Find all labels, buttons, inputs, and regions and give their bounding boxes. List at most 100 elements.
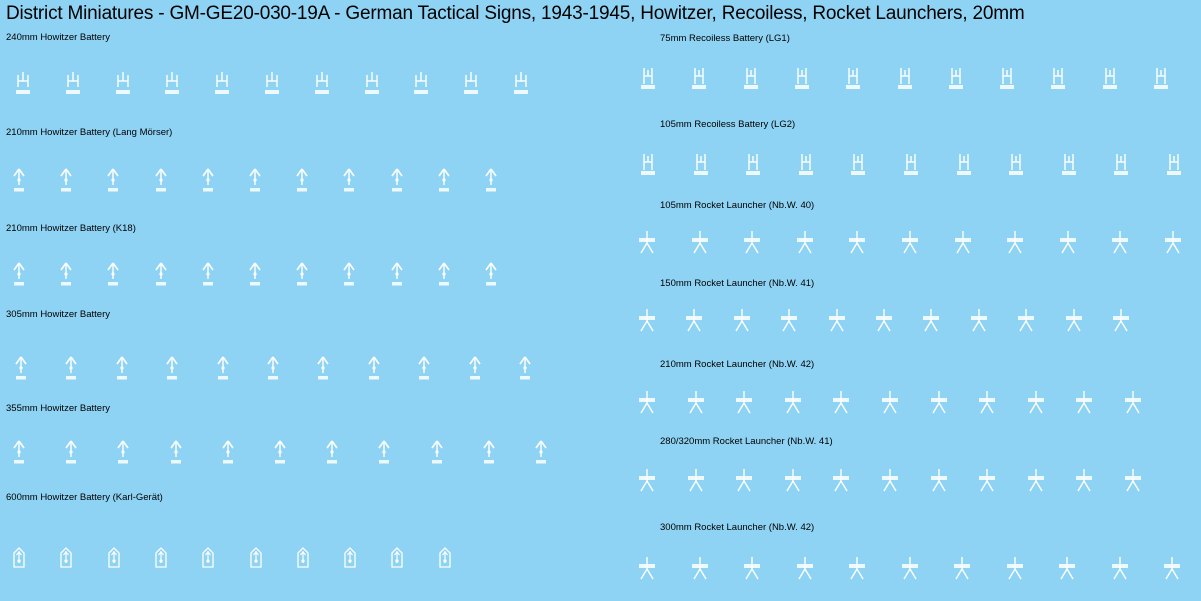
recoilless-h-icon: [793, 66, 811, 96]
arrow-up-icon: [340, 261, 358, 291]
arrow-up-icon: [199, 167, 217, 197]
shield-arrow-icon: [57, 545, 75, 575]
arrow-up-icon: [167, 439, 185, 469]
sign-row-210mm-howitzer-k18: [0, 261, 560, 291]
arrow-up-icon: [62, 439, 80, 469]
rocket-launcher-icon: [733, 307, 751, 337]
arrow-up-icon: [323, 439, 341, 469]
rocket-launcher-icon: [1124, 467, 1142, 497]
arrow-up-icon: [466, 355, 484, 385]
howitzer-h-icon: [462, 70, 480, 100]
rocket-launcher-icon: [930, 467, 948, 497]
rocket-launcher-icon: [1027, 389, 1045, 419]
rocket-launcher-icon: [638, 389, 656, 419]
recoilless-h-icon: [742, 66, 760, 96]
rocket-launcher-icon: [1075, 389, 1093, 419]
arrow-up-icon: [388, 261, 406, 291]
arrow-up-icon: [10, 439, 28, 469]
rocket-launcher-icon: [881, 389, 899, 419]
arrow-up-icon: [114, 439, 132, 469]
rocket-launcher-icon: [1124, 389, 1142, 419]
recoilless-h-icon: [744, 152, 762, 182]
arrow-up-icon: [435, 167, 453, 197]
section-label-305mm-howitzer: 305mm Howitzer Battery: [6, 309, 111, 320]
rocket-launcher-icon: [1163, 555, 1181, 585]
rocket-launcher-icon: [848, 229, 866, 259]
arrow-up-icon: [113, 355, 131, 385]
rocket-launcher-icon: [930, 389, 948, 419]
arrow-up-icon: [516, 355, 534, 385]
rocket-launcher-icon: [638, 307, 656, 337]
rocket-launcher-icon: [1006, 229, 1024, 259]
recoilless-h-icon: [902, 152, 920, 182]
arrow-up-icon: [62, 355, 80, 385]
rocket-launcher-icon: [1164, 229, 1182, 259]
arrow-up-icon: [152, 167, 170, 197]
rocket-launcher-icon: [875, 307, 893, 337]
arrow-up-icon: [271, 439, 289, 469]
arrow-up-icon: [214, 355, 232, 385]
section-label-300mm-rocket-launcher-nbw42: 300mm Rocket Launcher (Nb.W. 42): [660, 522, 815, 533]
section-label-240mm-howitzer: 240mm Howitzer Battery: [6, 32, 111, 43]
rocket-launcher-icon: [1006, 555, 1024, 585]
recoilless-h-icon: [849, 152, 867, 182]
section-label-280-320mm-rocket-launcher-nbw41: 280/320mm Rocket Launcher (Nb.W. 41): [660, 436, 833, 447]
section-label-75mm-recoiless-lg1: 75mm Recoiless Battery (LG1): [660, 33, 790, 44]
recoilless-h-icon: [1049, 66, 1067, 96]
section-label-210mm-howitzer-lang-morser: 210mm Howitzer Battery (Lang Mörser): [6, 127, 173, 138]
recoilless-h-icon: [692, 152, 710, 182]
rocket-launcher-icon: [1027, 467, 1045, 497]
howitzer-h-icon: [114, 70, 132, 100]
rocket-launcher-icon: [743, 229, 761, 259]
recoilless-h-icon: [1007, 152, 1025, 182]
arrow-up-icon: [104, 167, 122, 197]
rocket-launcher-icon: [922, 307, 940, 337]
rocket-launcher-icon: [638, 229, 656, 259]
rocket-launcher-icon: [1059, 229, 1077, 259]
shield-arrow-icon: [247, 545, 265, 575]
recoilless-h-icon: [955, 152, 973, 182]
arrow-up-icon: [10, 167, 28, 197]
sheet-title: District Miniatures - GM-GE20-030-19A - …: [6, 3, 1025, 24]
arrow-up-icon: [365, 355, 383, 385]
rocket-launcher-icon: [1111, 229, 1129, 259]
rocket-launcher-icon: [978, 389, 996, 419]
rocket-launcher-icon: [970, 307, 988, 337]
howitzer-h-icon: [163, 70, 181, 100]
howitzer-h-icon: [14, 70, 32, 100]
arrow-up-icon: [340, 167, 358, 197]
shield-arrow-icon: [436, 545, 454, 575]
rocket-launcher-icon: [691, 229, 709, 259]
rocket-launcher-icon: [901, 229, 919, 259]
recoilless-h-icon: [1112, 152, 1130, 182]
section-label-600mm-howitzer-karl-gerat: 600mm Howitzer Battery (Karl-Gerät): [6, 492, 163, 503]
sign-row-105mm-rocket-launcher-nbw40: [0, 229, 1201, 259]
howitzer-h-icon: [313, 70, 331, 100]
recoilless-h-icon: [639, 152, 657, 182]
recoilless-h-icon: [947, 66, 965, 96]
sign-row-240mm-howitzer: [0, 70, 560, 100]
recoilless-h-icon: [896, 66, 914, 96]
recoilless-h-icon: [690, 66, 708, 96]
rocket-launcher-icon: [784, 467, 802, 497]
rocket-launcher-icon: [978, 467, 996, 497]
arrow-up-icon: [388, 167, 406, 197]
recoilless-h-icon: [1101, 66, 1119, 96]
arrow-up-icon: [163, 355, 181, 385]
rocket-launcher-icon: [1111, 555, 1129, 585]
rocket-launcher-icon: [1112, 307, 1130, 337]
arrow-up-icon: [152, 261, 170, 291]
shield-arrow-icon: [388, 545, 406, 575]
recoilless-h-icon: [998, 66, 1016, 96]
arrow-up-icon: [415, 355, 433, 385]
rocket-launcher-icon: [687, 467, 705, 497]
rocket-launcher-icon: [901, 555, 919, 585]
rocket-launcher-icon: [828, 307, 846, 337]
arrow-up-icon: [293, 167, 311, 197]
arrow-up-icon: [435, 261, 453, 291]
recoilless-h-icon: [639, 66, 657, 96]
rocket-launcher-icon: [780, 307, 798, 337]
rocket-launcher-icon: [735, 389, 753, 419]
rocket-launcher-icon: [691, 555, 709, 585]
arrow-up-icon: [293, 261, 311, 291]
